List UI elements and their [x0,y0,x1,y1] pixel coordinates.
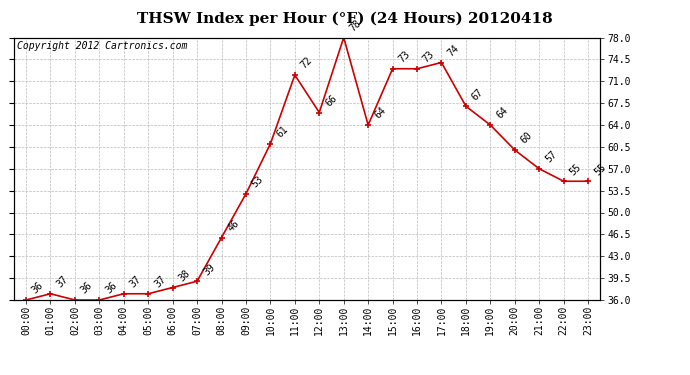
Text: 74: 74 [446,43,461,58]
Text: 37: 37 [128,274,144,290]
Text: 78: 78 [348,18,363,33]
Text: 60: 60 [519,130,534,146]
Text: 55: 55 [568,162,583,177]
Text: Copyright 2012 Cartronics.com: Copyright 2012 Cartronics.com [17,42,187,51]
Text: 55: 55 [592,162,608,177]
Text: 64: 64 [495,105,510,121]
Text: 53: 53 [250,174,266,190]
Text: 73: 73 [397,49,412,64]
Text: 37: 37 [55,274,70,290]
Text: 38: 38 [177,268,193,284]
Text: 36: 36 [104,280,119,296]
Text: 57: 57 [543,149,559,165]
Text: 37: 37 [152,274,168,290]
Text: THSW Index per Hour (°F) (24 Hours) 20120418: THSW Index per Hour (°F) (24 Hours) 2012… [137,11,553,26]
Text: 36: 36 [79,280,95,296]
Text: 64: 64 [373,105,388,121]
Text: 73: 73 [421,49,437,64]
Text: 72: 72 [299,56,315,71]
Text: 66: 66 [324,93,339,108]
Text: 46: 46 [226,218,241,233]
Text: 61: 61 [275,124,290,140]
Text: 36: 36 [30,280,46,296]
Text: 39: 39 [201,262,217,277]
Text: 67: 67 [470,87,486,102]
